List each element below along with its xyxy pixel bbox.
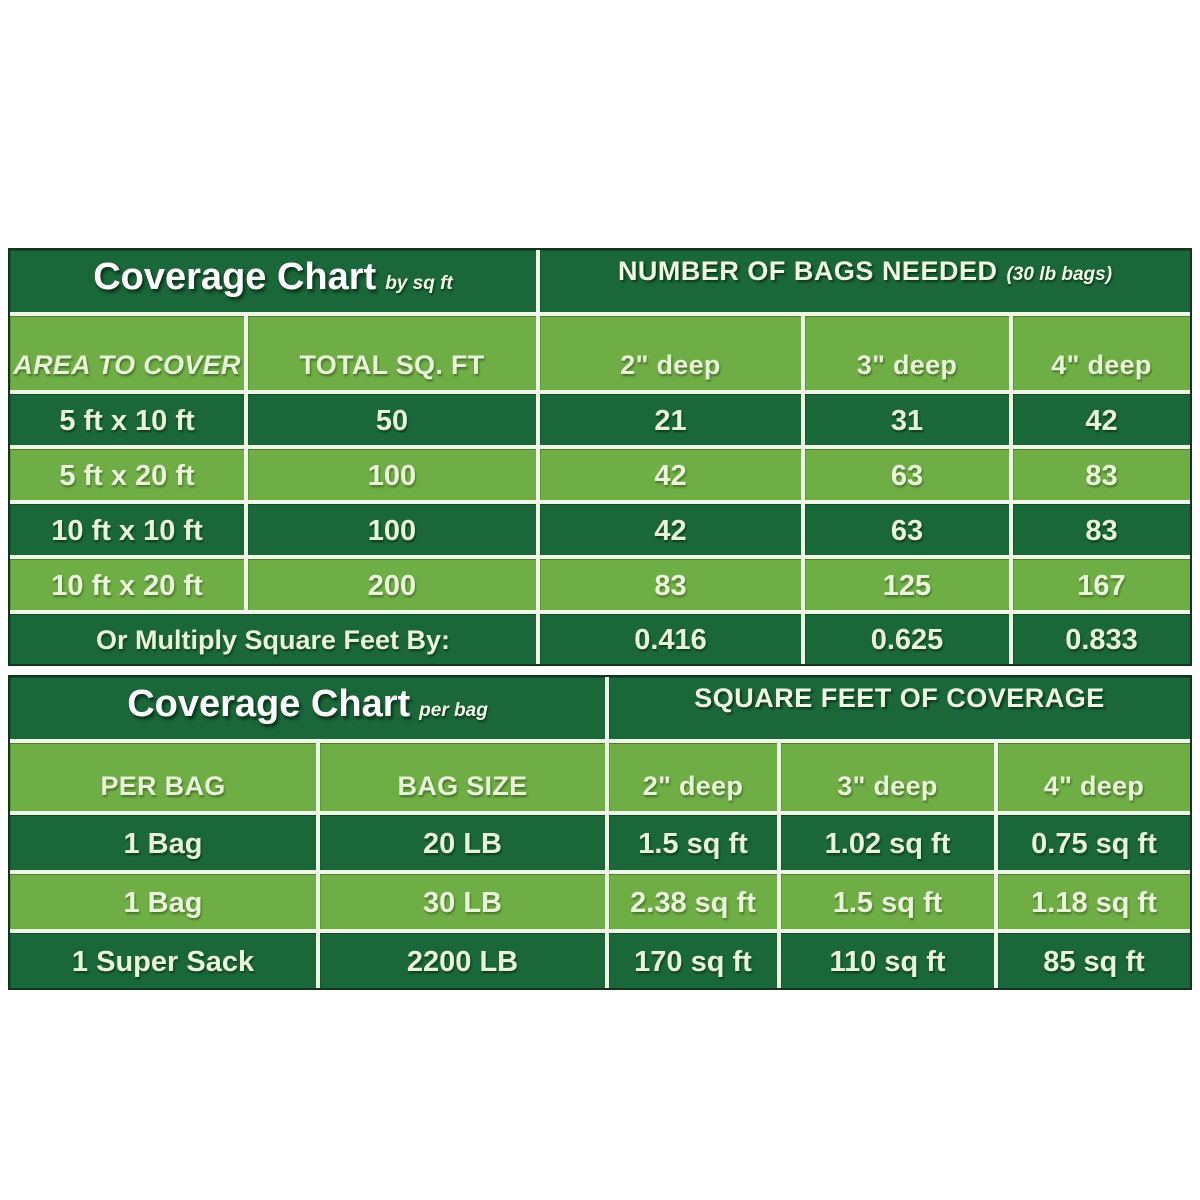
table1-row1-2deep: 21	[540, 394, 801, 445]
table1-title-right-cell: NUMBER OF BAGS NEEDED (30 lb bags)	[540, 250, 1190, 312]
table2-row2-4deep: 1.18 sq ft	[998, 874, 1190, 929]
table2-row1-bag-size: 20 LB	[320, 815, 605, 870]
table2-title-right-cell: SQUARE FEET OF COVERAGE	[609, 677, 1190, 739]
table2-colheader-3in-deep: 3" deep	[781, 743, 994, 811]
table2-colheader-4in-deep: 4" deep	[998, 743, 1190, 811]
table1-bag-weight-note: (30 lb bags)	[1006, 264, 1113, 285]
table2-row3-3deep: 110 sq ft	[781, 933, 994, 988]
table2-row1-2deep: 1.5 sq ft	[609, 815, 777, 870]
table1-row2-3deep: 63	[805, 449, 1009, 500]
table2-sqft-coverage-heading: SQUARE FEET OF COVERAGE	[694, 683, 1105, 713]
table2-title-suffix: per bag	[419, 700, 488, 721]
table2-colheader-bag-size: BAG SIZE	[320, 743, 605, 811]
table1-row4-sqft: 200	[248, 559, 536, 610]
table1-title-left-cell: Coverage Chart by sq ft	[10, 250, 536, 312]
table1-row3-3deep: 63	[805, 504, 1009, 555]
table1-title-suffix: by sq ft	[385, 273, 453, 294]
table1-bags-needed-heading: NUMBER OF BAGS NEEDED	[617, 256, 998, 286]
table2-title-left-cell: Coverage Chart per bag	[10, 677, 605, 739]
table1-title: Coverage Chart	[93, 256, 377, 298]
table1-row2-area: 5 ft x 20 ft	[10, 449, 244, 500]
table2-row3-per-bag: 1 Super Sack	[10, 933, 316, 988]
table1-multiplier-4deep: 0.833	[1013, 614, 1190, 664]
table1-row1-sqft: 50	[248, 394, 536, 445]
table1-row4-2deep: 83	[540, 559, 801, 610]
table1-row1-4deep: 42	[1013, 394, 1190, 445]
table1-row2-sqft: 100	[248, 449, 536, 500]
table1-row4-4deep: 167	[1013, 559, 1190, 610]
table1-row3-area: 10 ft x 10 ft	[10, 504, 244, 555]
table2-colheader-2in-deep: 2" deep	[609, 743, 777, 811]
table1-multiplier-2deep: 0.416	[540, 614, 801, 664]
table2-row3-2deep: 170 sq ft	[609, 933, 777, 988]
tables-container: Coverage Chart by sq ft NUMBER OF BAGS N…	[8, 248, 1192, 990]
table1-row1-3deep: 31	[805, 394, 1009, 445]
coverage-per-bag-table: Coverage Chart per bag SQUARE FEET OF CO…	[8, 675, 1192, 990]
table1-colheader-3in-deep: 3" deep	[805, 316, 1009, 390]
table2-row3-4deep: 85 sq ft	[998, 933, 1190, 988]
table2-row3-bag-size: 2200 LB	[320, 933, 605, 988]
table2-row2-per-bag: 1 Bag	[10, 874, 316, 929]
table2-row1-3deep: 1.02 sq ft	[781, 815, 994, 870]
table1-row2-2deep: 42	[540, 449, 801, 500]
table1-colheader-4in-deep: 4" deep	[1013, 316, 1190, 390]
table2-row1-4deep: 0.75 sq ft	[998, 815, 1190, 870]
table2-row2-3deep: 1.5 sq ft	[781, 874, 994, 929]
table1-colheader-2in-deep: 2" deep	[540, 316, 801, 390]
table2-row2-bag-size: 30 LB	[320, 874, 605, 929]
table1-row3-4deep: 83	[1013, 504, 1190, 555]
table2-row1-per-bag: 1 Bag	[10, 815, 316, 870]
table1-colheader-area-to-cover: AREA TO COVER	[10, 316, 244, 390]
table2-row2-2deep: 2.38 sq ft	[609, 874, 777, 929]
table1-row3-sqft: 100	[248, 504, 536, 555]
table1-row2-4deep: 83	[1013, 449, 1190, 500]
table2-colheader-per-bag: PER BAG	[10, 743, 316, 811]
table2-title: Coverage Chart	[127, 683, 411, 725]
table1-multiplier-label: Or Multiply Square Feet By:	[10, 614, 536, 664]
table1-row1-area: 5 ft x 10 ft	[10, 394, 244, 445]
table1-row4-area: 10 ft x 20 ft	[10, 559, 244, 610]
table1-row4-3deep: 125	[805, 559, 1009, 610]
table1-colheader-total-sqft: TOTAL SQ. FT	[248, 316, 536, 390]
coverage-by-sqft-table: Coverage Chart by sq ft NUMBER OF BAGS N…	[8, 248, 1192, 666]
table1-row3-2deep: 42	[540, 504, 801, 555]
table1-multiplier-3deep: 0.625	[805, 614, 1009, 664]
